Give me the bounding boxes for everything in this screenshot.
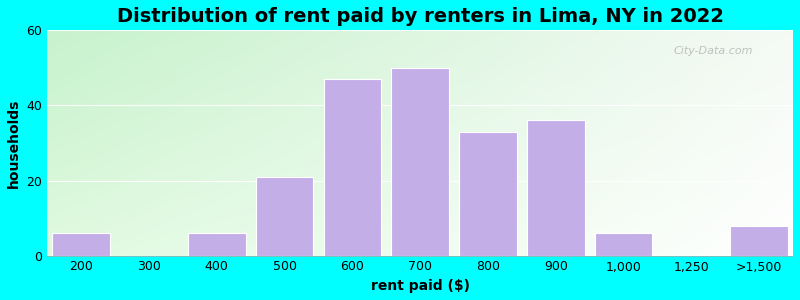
Bar (459, 132, 517, 256)
X-axis label: rent paid ($): rent paid ($) (370, 279, 470, 293)
Title: Distribution of rent paid by renters in Lima, NY in 2022: Distribution of rent paid by renters in … (117, 7, 724, 26)
Y-axis label: households: households (7, 98, 21, 188)
Bar (527, 120, 585, 256)
Bar (323, 79, 381, 256)
Bar (188, 233, 246, 256)
Bar (730, 226, 788, 256)
Bar (256, 177, 314, 256)
Bar (391, 68, 449, 256)
Bar (52, 233, 110, 256)
Text: City-Data.com: City-Data.com (674, 46, 754, 56)
Bar (594, 233, 652, 256)
